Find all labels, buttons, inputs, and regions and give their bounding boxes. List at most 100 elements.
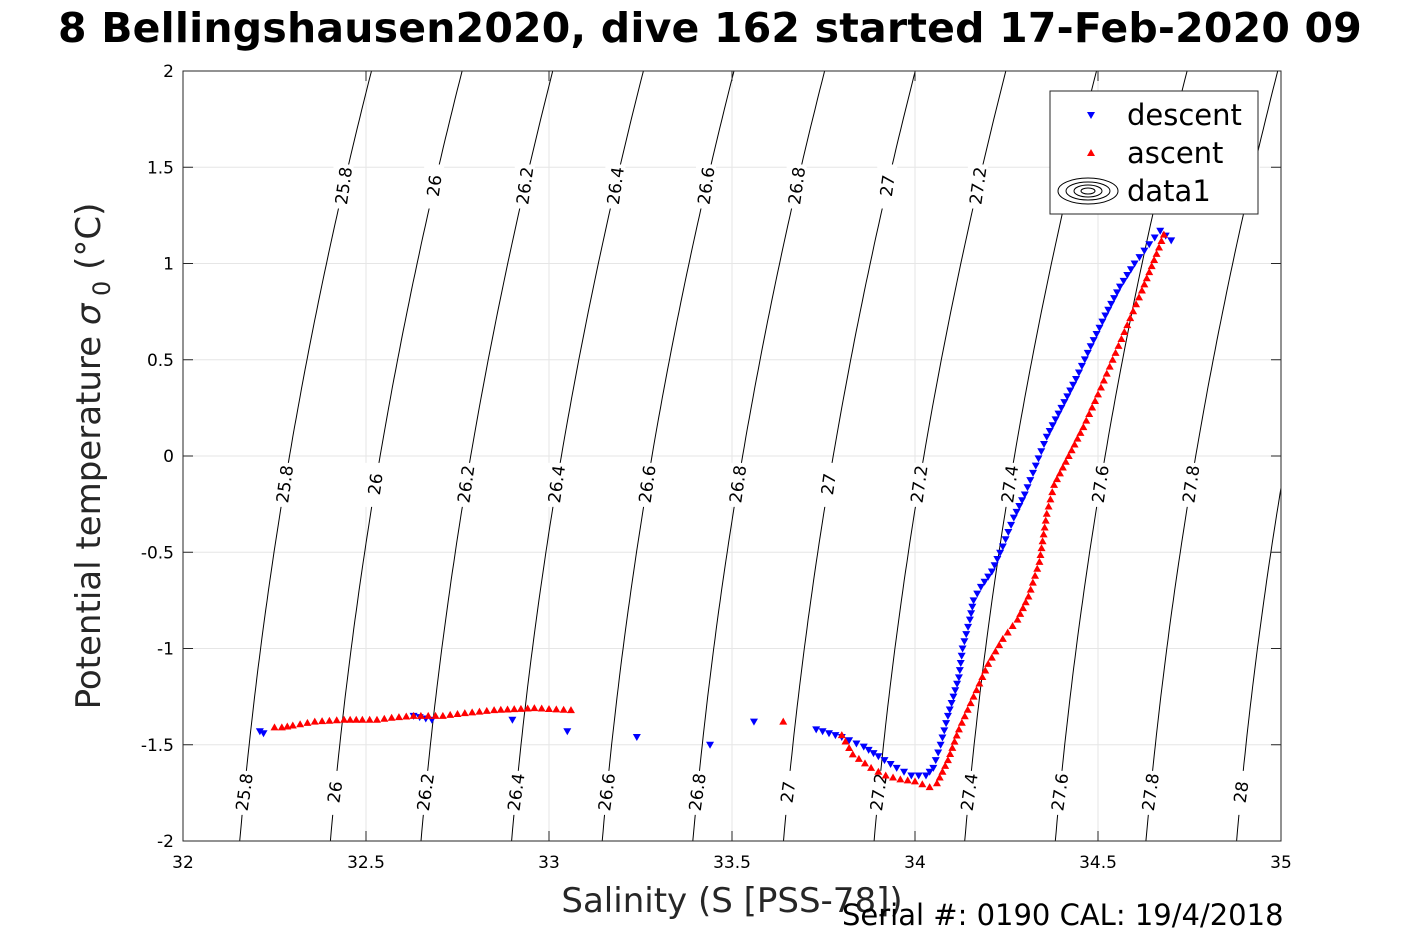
ascent-point [950,737,959,745]
descent-point [1098,318,1107,326]
contour-label: 26 [324,780,347,804]
ascent-point [1039,530,1048,538]
x-tick-label: 34.5 [1079,853,1117,873]
descent-point [957,652,966,660]
legend-label: descent [1127,98,1242,132]
ascent-point [1031,571,1040,579]
ascent-point [1050,480,1059,488]
ascent-point [1157,237,1166,245]
ascent-point [975,679,984,687]
descent-point [1020,491,1029,499]
descent-point [1045,427,1054,435]
ascent-point [972,686,981,694]
ascent-point [1079,423,1088,431]
contour-label-bg [365,462,386,507]
ascent-point [837,731,846,739]
ascent-point [453,709,462,717]
descent-point [1015,503,1024,511]
y-tick-label: -2 [157,832,174,852]
descent-point [996,549,1005,557]
ascent-point [1035,557,1044,565]
ascent-point [424,711,433,719]
y-tick-label: 0.5 [147,351,174,371]
y-tick-label: -0.5 [141,543,174,563]
ascent-point [991,647,1000,655]
descent-point [949,693,958,701]
ascent-point [1044,502,1053,510]
ascent-point [1016,609,1025,617]
descent-point [1009,514,1018,522]
contour-label-bg [506,770,527,815]
ascent-point [431,711,440,719]
descent-point [1069,381,1078,389]
legend-contour-marker [1080,187,1096,195]
ascent-point [943,756,952,764]
ascent-point [998,634,1007,642]
descent-point [987,568,996,576]
descent-point [929,764,938,772]
contour-label-bg [234,770,255,815]
ascent-point [1152,249,1161,257]
contour-label-bg [1140,770,1161,815]
contour-label-bg [818,462,839,507]
ascent-point [935,773,944,781]
ascent-point [1114,341,1123,349]
ascent-point [779,717,788,725]
contour-label-bg [274,462,295,507]
ascent-point [516,704,525,712]
ascent-point [954,725,963,733]
descent-point [960,638,969,646]
ascent-point [981,666,990,674]
descent-point [1040,440,1049,448]
ascent-point [318,717,327,725]
ascent-point [938,767,947,775]
descent-point [1126,266,1135,274]
ascent-point [468,708,477,716]
legend: descent ascent data1 [1049,90,1259,215]
x-tick-label: 32.5 [347,853,385,873]
descent-point [969,597,978,605]
descent-point [1037,448,1046,456]
descent-point [934,749,943,757]
ascent-point [932,779,941,787]
ascent-point [358,715,367,723]
ascent-point [845,743,854,751]
ascent-point [1102,369,1111,377]
ascent-point [530,704,539,712]
ascent-point [903,776,912,784]
ascent-point [952,731,961,739]
descent-point [845,737,854,745]
descent-point [965,616,974,624]
descent-point [925,768,934,776]
ascent-point [1018,604,1027,612]
ascent-point [1040,523,1049,531]
ascent-point [1064,452,1073,459]
contour-label-bg [455,462,476,507]
descent-point [1060,399,1069,407]
descent-point [880,757,889,765]
contour-label-bg [959,770,980,815]
ascent-point [960,712,969,720]
descent-point [940,727,949,735]
ascent-point [841,737,850,745]
descent-point [1150,234,1159,242]
x-axis-label: Salinity (S [PSS-78]) [561,881,902,921]
ascent-point [270,723,279,731]
contour-label-bg [877,164,898,209]
contour-label: 27 [877,174,900,198]
ascent-point [1096,383,1105,391]
contour-label: 27 [818,472,841,496]
ascent-point [365,715,374,723]
descent-point [1107,300,1116,308]
descent-point [1063,393,1072,401]
ascent-point [1033,564,1042,572]
descent-point [1086,343,1095,351]
descent-point [1095,324,1104,332]
ascent-point [1003,628,1012,636]
ascent-point [1042,509,1051,517]
ascent-point [1061,457,1070,465]
descent-point [1066,387,1075,395]
descent-point [749,718,758,726]
ascent-point [1070,440,1079,448]
ascent-point [984,659,993,667]
